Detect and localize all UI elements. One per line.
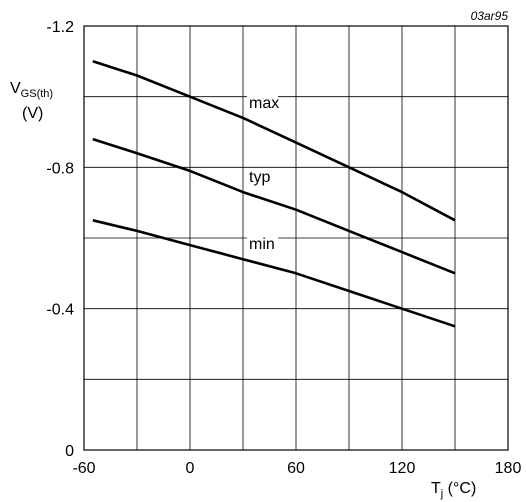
plot-frame: [83, 25, 509, 451]
x-tick-label: 120: [389, 460, 416, 477]
y-tick-label: -1.2: [46, 19, 74, 36]
x-tick-label: 60: [287, 460, 305, 477]
series-label-bg-typ: [247, 169, 278, 188]
series-label-bg-max: [247, 94, 278, 113]
series-label-typ: typ: [249, 169, 270, 186]
x-axis-title-sub: j: [440, 488, 443, 500]
x-tick-label: 0: [186, 460, 195, 477]
series-label-max: max: [249, 95, 279, 112]
y-tick-label: -0.8: [46, 160, 74, 177]
x-axis-title-unit: (°C): [443, 480, 476, 497]
x-axis-title-main: T: [431, 480, 441, 497]
y-axis-title-main: V: [10, 80, 21, 97]
series-label-min: min: [249, 236, 275, 253]
series-line-typ: [92, 137, 456, 275]
y-axis-unit: (V): [22, 105, 43, 122]
series-line-max: [92, 60, 456, 222]
chart-code: 03ar95: [471, 9, 509, 23]
x-tick-label: 180: [495, 460, 522, 477]
y-tick-label: -0.4: [46, 302, 74, 319]
series-line-min: [92, 219, 456, 328]
curve-labels: max typ min: [247, 94, 279, 255]
x-axis-title: Tj (°C): [431, 480, 476, 500]
series-label-bg-min: [247, 236, 278, 255]
y-axis-title-sub: GS(th): [21, 88, 53, 100]
x-tick-label: -60: [72, 460, 95, 477]
y-tick-label: 0: [65, 443, 74, 460]
curves: [92, 60, 456, 328]
y-axis-title: VGS(th): [10, 80, 53, 100]
grid: [84, 26, 508, 450]
